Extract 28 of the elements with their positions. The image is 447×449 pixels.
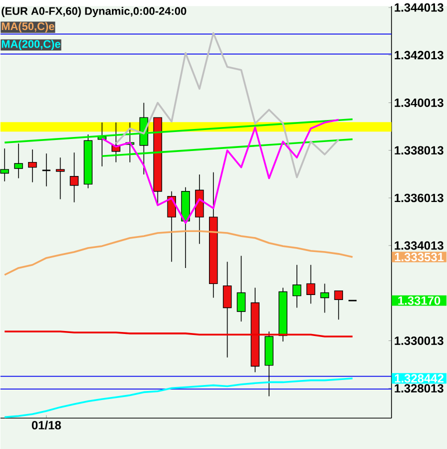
text: 1.333531 [394,252,444,262]
candlestick [0,148,9,182]
text: 1.33170 [398,296,440,305]
y-tick-label: 1.330013 [394,336,444,345]
y-tick-label: 1.336013 [394,194,444,202]
y-tick-label: 1.342013 [394,50,444,60]
line-series [114,32,340,178]
x-tick-label: 01/18 [32,420,61,430]
line-series [4,230,354,276]
text: MA(200,C)e [2,40,60,50]
chart-title: (EUR A0-FX,60) Dynamic,0:00-24:00 [2,6,186,18]
y-tick-label: 1.338013 [394,146,444,155]
y-tick-label: 1.328013 [394,384,444,393]
candlestick [236,255,246,322]
y-tick-label: 1.340013 [394,98,444,107]
candlestick [306,264,316,304]
candlestick [42,153,51,187]
y-tick-label: 1.344013 [394,3,444,12]
text: MA(50,C)e [2,22,54,32]
candlestick [70,152,78,203]
candlestick [222,261,232,358]
candlestick [320,283,329,314]
candlestick [334,290,343,320]
text: 1.328442 [394,374,444,383]
y-tick-label: 1.334013 [394,241,444,250]
candlestick [56,157,65,200]
candlestick [28,149,37,183]
candlestick [292,264,302,308]
